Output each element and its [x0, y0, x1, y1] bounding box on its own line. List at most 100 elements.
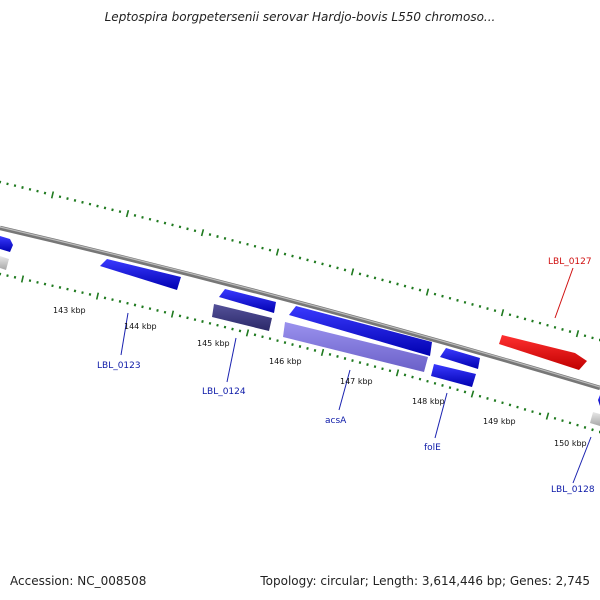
major-tick	[395, 369, 400, 377]
gene-arrow-acsA[interactable]	[289, 306, 432, 356]
gene-label-lbl0124[interactable]: LBL_0124	[202, 387, 246, 397]
minor-tick	[493, 309, 497, 313]
gene-label-acsA[interactable]: acsA	[325, 416, 347, 426]
minor-tick	[441, 294, 444, 298]
gene-label-lbl0123[interactable]: LBL_0123	[97, 361, 141, 371]
minor-tick	[523, 408, 527, 411]
gene-arrow-acsA-rev[interactable]	[283, 322, 428, 372]
major-tick	[245, 329, 250, 337]
minor-tick	[418, 377, 422, 381]
minor-tick	[546, 323, 549, 327]
gene-label-lbl0128[interactable]: LBL_0128	[551, 485, 595, 495]
minor-tick	[328, 264, 332, 268]
minor-tick	[448, 386, 452, 390]
minor-tick	[388, 280, 392, 284]
minor-tick	[538, 412, 542, 416]
scale-label: 149 kbp	[483, 417, 516, 426]
major-tick	[500, 309, 505, 317]
minor-tick	[178, 225, 182, 229]
minor-tick	[88, 292, 92, 296]
minor-tick	[238, 240, 242, 244]
minor-tick	[478, 305, 482, 308]
map-title: Leptospira borgpetersenii serovar Hardjo…	[104, 10, 496, 24]
minor-tick	[343, 268, 347, 272]
minor-tick	[403, 373, 407, 377]
minor-tick	[261, 335, 264, 339]
minor-tick	[291, 343, 294, 346]
gene-arrow-lbl0127[interactable]	[499, 335, 587, 370]
minor-tick	[193, 229, 197, 233]
scale-label: 146 kbp	[269, 357, 302, 366]
minor-tick	[81, 291, 84, 295]
gene-arrow-lbl0124-rev[interactable]	[212, 304, 272, 331]
minor-tick	[96, 204, 99, 208]
gene-arrow-folE-rev[interactable]	[431, 364, 476, 387]
minor-tick	[351, 359, 354, 362]
minor-tick	[433, 292, 437, 296]
minor-tick	[313, 260, 317, 264]
major-tick	[95, 292, 100, 300]
minor-tick	[298, 345, 302, 348]
minor-tick	[103, 206, 107, 210]
minor-tick	[523, 317, 527, 321]
gene-arrow-left-grey[interactable]	[0, 256, 9, 270]
minor-tick	[373, 365, 377, 369]
minor-tick	[456, 388, 459, 392]
minor-tick	[148, 217, 152, 221]
chromosome-backbone-highlight	[0, 226, 600, 388]
major-tick	[170, 310, 175, 318]
gene-label-lbl0127[interactable]: LBL_0127	[548, 257, 592, 267]
minor-tick	[178, 314, 182, 318]
minor-tick	[133, 214, 137, 217]
minor-tick	[433, 381, 437, 385]
minor-tick	[463, 390, 467, 394]
minor-tick	[141, 305, 144, 309]
gene-arrow-lbl0123[interactable]	[100, 259, 181, 290]
minor-tick	[253, 333, 257, 337]
gene-arrow-left-edge[interactable]	[0, 236, 13, 252]
minor-tick	[501, 401, 504, 405]
minor-tick	[583, 334, 587, 338]
minor-tick	[231, 327, 234, 331]
scale-label: 144 kbp	[124, 322, 157, 331]
minor-tick	[283, 252, 287, 256]
minor-tick	[568, 421, 572, 425]
minor-tick	[306, 347, 309, 350]
minor-tick	[366, 363, 369, 367]
gene-arrow-lbl0128[interactable]	[590, 412, 600, 426]
minor-tick	[223, 237, 227, 240]
minor-tick	[561, 419, 564, 423]
scale-label: 143 kbp	[53, 306, 86, 315]
minor-tick	[6, 274, 9, 278]
callout-lbl0124	[226, 337, 237, 383]
minor-tick	[148, 307, 152, 311]
minor-tick	[43, 282, 47, 286]
minor-tick	[291, 254, 294, 258]
minor-tick	[358, 361, 362, 364]
minor-tick	[426, 379, 429, 383]
gene-label-folE[interactable]: folE	[424, 443, 441, 453]
minor-tick	[388, 369, 392, 373]
minor-tick	[156, 219, 159, 223]
minor-tick	[21, 186, 24, 189]
accession-text: Accession: NC_008508	[10, 574, 147, 588]
minor-tick	[576, 423, 579, 427]
minor-tick	[268, 248, 272, 252]
minor-tick	[531, 319, 534, 323]
gene-arrow-folE-fwd[interactable]	[440, 348, 480, 369]
minor-tick	[411, 286, 414, 290]
minor-tick	[28, 187, 32, 191]
gene-arrow-lbl0124-fwd[interactable]	[219, 289, 276, 313]
callout-lbl0123	[120, 312, 129, 356]
callout-lines	[120, 267, 592, 484]
minor-tick	[486, 307, 489, 310]
minor-tick	[88, 202, 92, 206]
major-tick	[320, 348, 325, 357]
minor-tick	[418, 288, 422, 292]
minor-tick	[163, 221, 167, 225]
minor-tick	[321, 262, 324, 266]
minor-tick	[66, 197, 69, 200]
minor-tick	[298, 256, 302, 260]
minor-tick	[463, 300, 467, 304]
